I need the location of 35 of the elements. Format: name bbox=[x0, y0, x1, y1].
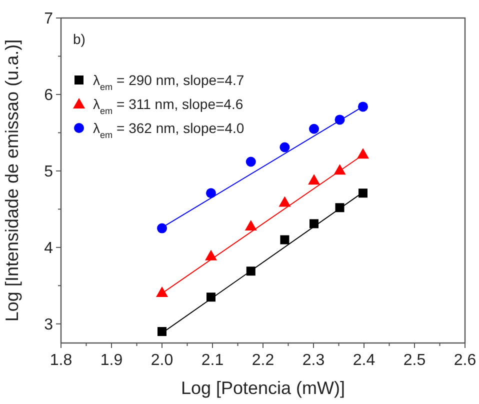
y-tick-label: 3 bbox=[44, 316, 54, 334]
annotation: b) bbox=[73, 31, 86, 47]
point bbox=[156, 286, 168, 298]
legend-label: λ$_{em}$ = 311 nm, slope=4.6 bbox=[93, 96, 244, 116]
point bbox=[358, 188, 368, 198]
point bbox=[308, 174, 320, 185]
point bbox=[158, 327, 166, 336]
point bbox=[244, 220, 257, 230]
x-tick-label: 2.0 bbox=[150, 352, 174, 369]
y-tick-label: 7 bbox=[44, 10, 54, 28]
point bbox=[206, 188, 216, 198]
point bbox=[358, 102, 368, 112]
y-tick-label: 4 bbox=[44, 240, 54, 258]
point bbox=[278, 196, 291, 207]
x-tick-label: 2.2 bbox=[252, 352, 274, 369]
point bbox=[280, 235, 290, 244]
y-axis-title: Log [Intensidade de emissao (u.a.)] bbox=[2, 39, 22, 322]
x-axis-title: Log [Potencia (mW)] bbox=[180, 378, 346, 398]
x-tick-label: 2.4 bbox=[352, 352, 376, 369]
x-tick-label: 1.8 bbox=[50, 352, 72, 369]
x-tick-label: 2.3 bbox=[302, 352, 325, 369]
x-tick-label: 2.5 bbox=[403, 352, 426, 369]
point bbox=[157, 223, 167, 234]
x-tick-label: 2.6 bbox=[454, 352, 476, 369]
y-tick-label: 5 bbox=[44, 164, 54, 181]
point bbox=[310, 219, 319, 228]
x-tick-label: 1.9 bbox=[100, 352, 123, 369]
point bbox=[204, 250, 217, 260]
y-tick-label: 6 bbox=[44, 87, 54, 104]
x-tick-label: 2.1 bbox=[201, 352, 224, 369]
point bbox=[246, 156, 256, 167]
legend-label: λ$_{em}$ = 290 nm, slope=4.7 bbox=[93, 72, 244, 92]
legend-label: λ$_{em}$ = 362 nm, slope=4.0 bbox=[93, 120, 244, 140]
point bbox=[309, 124, 320, 134]
point bbox=[280, 142, 290, 152]
